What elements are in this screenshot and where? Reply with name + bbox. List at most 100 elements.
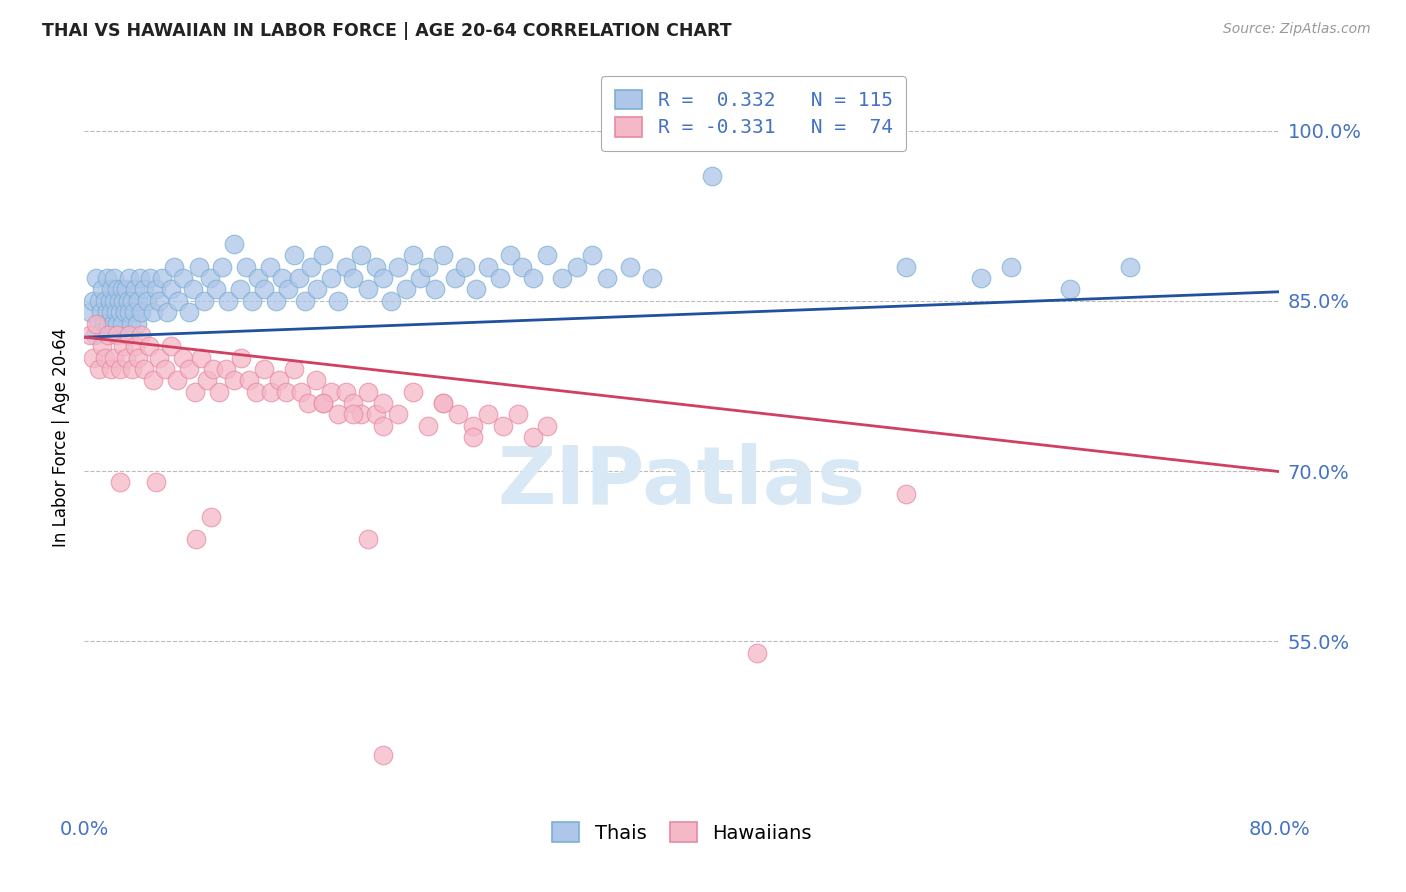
Point <box>264 293 287 308</box>
Point <box>124 339 146 353</box>
Point <box>167 293 190 308</box>
Point <box>488 271 510 285</box>
Point <box>132 362 156 376</box>
Point <box>350 248 373 262</box>
Point <box>267 373 290 387</box>
Point <box>312 396 335 410</box>
Point <box>127 351 149 365</box>
Point <box>110 305 132 319</box>
Point <box>112 339 135 353</box>
Point <box>217 293 239 308</box>
Point <box>136 293 159 308</box>
Point <box>409 271 432 285</box>
Point <box>380 293 402 308</box>
Point <box>1059 283 1081 297</box>
Point <box>118 271 141 285</box>
Text: Source: ZipAtlas.com: Source: ZipAtlas.com <box>1223 22 1371 37</box>
Point <box>129 327 152 342</box>
Point <box>641 271 664 285</box>
Point <box>387 408 409 422</box>
Point <box>118 327 141 342</box>
Point <box>373 747 395 762</box>
Point <box>160 283 183 297</box>
Point <box>270 271 292 285</box>
Point <box>245 384 267 399</box>
Point <box>477 408 499 422</box>
Point <box>200 509 222 524</box>
Point <box>461 418 484 433</box>
Point <box>492 418 515 433</box>
Point <box>506 408 529 422</box>
Y-axis label: In Labor Force | Age 20-64: In Labor Force | Age 20-64 <box>52 327 70 547</box>
Point <box>98 293 121 308</box>
Point <box>125 317 148 331</box>
Point <box>297 396 319 410</box>
Point <box>79 305 101 319</box>
Point <box>464 283 486 297</box>
Point <box>461 430 484 444</box>
Point <box>100 362 122 376</box>
Point <box>277 283 299 297</box>
Point <box>190 351 212 365</box>
Point <box>342 408 364 422</box>
Point <box>90 305 112 319</box>
Point <box>100 305 122 319</box>
Point <box>335 260 357 274</box>
Point <box>100 283 122 297</box>
Point <box>186 533 208 547</box>
Point <box>342 271 364 285</box>
Point <box>184 384 207 399</box>
Point <box>107 293 129 308</box>
Point <box>115 351 138 365</box>
Point <box>228 283 252 297</box>
Point <box>444 271 467 285</box>
Point <box>155 305 177 319</box>
Point <box>416 260 439 274</box>
Point <box>253 362 276 376</box>
Point <box>153 362 176 376</box>
Point <box>103 293 125 308</box>
Point <box>894 487 917 501</box>
Point <box>307 283 329 297</box>
Point <box>118 305 141 319</box>
Point <box>83 327 105 342</box>
Point <box>274 384 297 399</box>
Point <box>150 271 173 285</box>
Point <box>319 271 342 285</box>
Point <box>373 271 395 285</box>
Point <box>290 384 312 399</box>
Point <box>894 260 917 274</box>
Point <box>121 293 143 308</box>
Point <box>111 317 134 331</box>
Point <box>142 373 165 387</box>
Point <box>394 283 416 297</box>
Point <box>402 248 425 262</box>
Point <box>188 260 211 274</box>
Point <box>112 293 135 308</box>
Point <box>567 260 589 274</box>
Point <box>510 260 533 274</box>
Point <box>122 305 145 319</box>
Point <box>172 351 194 365</box>
Point <box>240 293 263 308</box>
Point <box>94 293 117 308</box>
Point <box>294 293 316 308</box>
Point <box>259 260 281 274</box>
Point <box>222 237 245 252</box>
Point <box>350 408 373 422</box>
Point <box>166 373 188 387</box>
Point <box>127 293 149 308</box>
Point <box>103 271 125 285</box>
Point <box>201 362 224 376</box>
Point <box>536 418 558 433</box>
Point <box>432 396 454 410</box>
Point <box>128 271 150 285</box>
Point <box>120 317 142 331</box>
Point <box>215 362 238 376</box>
Point <box>432 396 454 410</box>
Point <box>319 384 342 399</box>
Point <box>117 293 139 308</box>
Point <box>288 271 311 285</box>
Point <box>105 327 128 342</box>
Point <box>160 339 183 353</box>
